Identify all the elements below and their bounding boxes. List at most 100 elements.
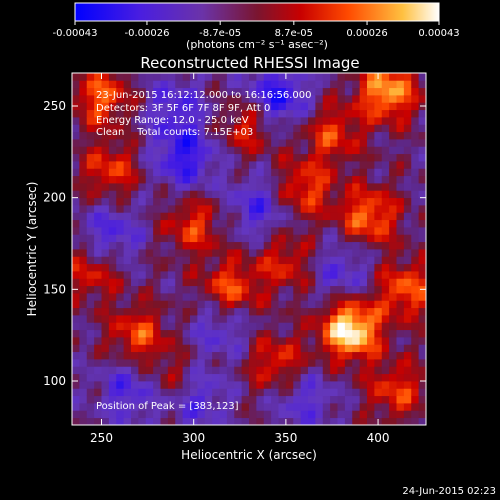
heatmap-cell: [308, 131, 316, 140]
heatmap-cell: [190, 219, 198, 228]
heatmap-cell: [226, 344, 235, 353]
heatmap-cell: [153, 329, 161, 338]
heatmap-cell: [116, 293, 125, 301]
heatmap-cell: [145, 395, 154, 404]
heatmap-cell: [212, 109, 220, 118]
heatmap-cell: [337, 139, 346, 147]
heatmap-cell: [167, 337, 176, 345]
heatmap-cell: [249, 241, 257, 250]
heatmap-cell: [72, 381, 80, 389]
heatmap-cell: [249, 359, 257, 367]
heatmap-cell: [101, 329, 110, 338]
heatmap-cell: [241, 373, 250, 382]
heatmap-cell: [403, 197, 412, 206]
heatmap-cell: [94, 307, 102, 316]
heatmap-cell: [86, 205, 95, 213]
heatmap-cell: [322, 337, 331, 345]
heatmap-cell: [138, 315, 147, 323]
heatmap-cell: [182, 351, 191, 360]
heatmap-cell: [367, 109, 375, 118]
heatmap-cell: [249, 410, 257, 419]
heatmap-cell: [190, 395, 198, 404]
heatmap-cell: [219, 307, 228, 316]
heatmap-cell: [167, 293, 176, 301]
heatmap-cell: [145, 256, 154, 265]
heatmap-cell: [256, 153, 265, 162]
heatmap-cell: [212, 403, 220, 411]
heatmap-cell: [167, 241, 176, 250]
heatmap-cell: [123, 117, 132, 125]
heatmap-cell: [123, 124, 132, 133]
heatmap-cell: [123, 373, 132, 382]
heatmap-cell: [352, 73, 361, 81]
heatmap-cell: [219, 285, 228, 294]
heatmap-cell: [123, 161, 132, 169]
heatmap-cell: [116, 117, 125, 125]
heatmap-cell: [153, 117, 161, 125]
heatmap-cell: [271, 219, 279, 228]
heatmap-cell: [359, 278, 368, 287]
heatmap-cell: [131, 417, 139, 426]
heatmap-cell: [212, 227, 220, 235]
heatmap-cell: [212, 417, 220, 426]
heatmap-cell: [138, 271, 147, 279]
heatmap-cell: [271, 73, 279, 81]
heatmap-cell: [131, 315, 139, 323]
heatmap-cell: [108, 117, 117, 125]
heatmap-cell: [256, 359, 265, 367]
heatmap-cell: [256, 256, 265, 265]
heatmap-cell: [381, 403, 390, 411]
heatmap-cell: [182, 403, 191, 411]
heatmap-cell: [300, 410, 309, 419]
heatmap-cell: [175, 271, 184, 279]
heatmap-cell: [79, 197, 88, 206]
heatmap-cell: [315, 373, 324, 382]
heatmap-cell: [101, 124, 110, 133]
heatmap-cell: [131, 124, 139, 133]
heatmap-cell: [374, 307, 383, 316]
heatmap-cell: [153, 87, 161, 96]
heatmap-cell: [293, 373, 302, 382]
heatmap-cell: [182, 366, 191, 375]
heatmap-cell: [167, 197, 176, 206]
heatmap-cell: [226, 109, 235, 118]
heatmap-cell: [190, 175, 198, 184]
heatmap-cell: [344, 117, 353, 125]
heatmap-cell: [322, 205, 331, 213]
heatmap-cell: [101, 175, 110, 184]
heatmap-cell: [145, 271, 154, 279]
heatmap-cell: [94, 219, 102, 228]
heatmap-cell: [278, 249, 287, 257]
heatmap-cell: [123, 344, 132, 353]
heatmap-cell: [308, 190, 316, 199]
heatmap-cell: [138, 197, 147, 206]
heatmap-cell: [278, 161, 287, 169]
heatmap-cell: [389, 322, 397, 331]
heatmap-cell: [300, 403, 309, 411]
heatmap-cell: [197, 293, 206, 301]
heatmap-cell: [204, 87, 213, 96]
heatmap-cell: [403, 329, 412, 338]
heatmap-cell: [396, 410, 405, 419]
heatmap-cell: [167, 373, 176, 382]
heatmap-cell: [300, 381, 309, 389]
heatmap-cell: [411, 263, 420, 272]
heatmap-cell: [359, 234, 368, 243]
heatmap-cell: [263, 175, 272, 184]
heatmap-cell: [293, 197, 302, 206]
heatmap-cell: [249, 300, 257, 309]
heatmap-cell: [190, 307, 198, 316]
heatmap-cell: [308, 80, 316, 89]
heatmap-cell: [278, 293, 287, 301]
heatmap-cell: [86, 80, 95, 89]
heatmap-cell: [101, 197, 110, 206]
heatmap-cell: [197, 87, 206, 96]
heatmap-cell: [131, 117, 139, 125]
heatmap-cell: [344, 344, 353, 353]
heatmap-cell: [219, 95, 228, 103]
heatmap-cell: [359, 139, 368, 147]
heatmap-cell: [123, 381, 132, 389]
heatmap-cell: [308, 109, 316, 118]
heatmap-cell: [256, 197, 265, 206]
heatmap-cell: [271, 153, 279, 162]
